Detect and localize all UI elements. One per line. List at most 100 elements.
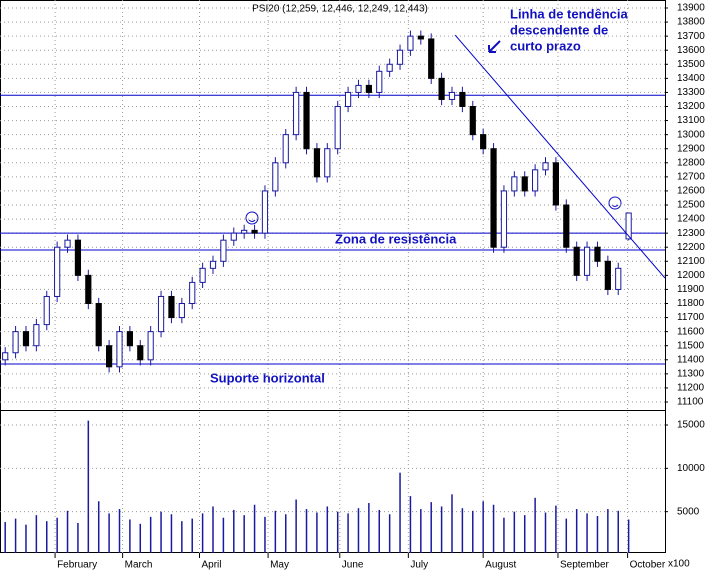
arrow: [488, 40, 501, 53]
y-tick-label: 12400: [677, 214, 705, 225]
x-tick-label: October: [630, 560, 666, 570]
candle-body: [469, 106, 476, 136]
candle-body: [407, 35, 414, 51]
annotation: Linha de tendência: [510, 6, 629, 21]
candle-body: [85, 274, 92, 305]
y-tick-label: 11600: [677, 326, 705, 337]
candle-body: [396, 49, 404, 65]
candle-body: [615, 267, 622, 290]
candle-body: [22, 331, 30, 347]
candle-body: [417, 35, 424, 40]
x-tick-label: February: [57, 560, 97, 570]
x-tick-label: March: [125, 560, 153, 570]
candle-body: [2, 352, 9, 361]
y-tick-label: 12700: [677, 171, 705, 182]
candle-body: [313, 148, 321, 178]
volume-tick-label: 10000: [677, 463, 705, 474]
candle-body: [625, 212, 632, 240]
y-tick-label: 12100: [677, 256, 705, 267]
candle-body: [563, 204, 570, 248]
y-tick-label: 11900: [677, 284, 705, 295]
x-tick-label: June: [342, 560, 364, 570]
candle-body: [64, 239, 71, 248]
annotation: Zona de resistência: [335, 231, 457, 246]
candle-body: [438, 77, 445, 100]
candle-body: [334, 106, 341, 150]
candle-body: [552, 162, 559, 206]
candle-body: [106, 345, 113, 368]
candle-body: [604, 260, 611, 290]
annotation: curto prazo: [510, 38, 581, 53]
candle-body: [178, 303, 185, 319]
candle-body: [220, 239, 227, 262]
y-tick-label: 13900: [677, 3, 705, 14]
candle-body: [521, 176, 528, 192]
smiley: [245, 196, 622, 225]
candle-body: [137, 345, 144, 361]
candle-body: [43, 295, 50, 326]
candle-body: [95, 303, 102, 347]
y-tick-label: 13200: [677, 101, 705, 112]
y-tick-label: 13700: [677, 31, 705, 42]
candle-body: [168, 295, 175, 319]
y-tick-label: 11200: [677, 383, 705, 394]
candle-body: [511, 176, 518, 192]
candle-body: [303, 91, 310, 150]
candle-body: [459, 91, 466, 108]
y-tick-label: 11400: [677, 354, 705, 365]
x-tick-label: August: [485, 560, 516, 570]
candle-body: [293, 91, 300, 136]
y-tick-label: 13500: [677, 59, 705, 70]
annotation: Suporte horizontal: [210, 370, 325, 385]
chart-title: PSI20 (12,259, 12,446, 12,249, 12,443): [252, 4, 428, 15]
candle-body: [12, 331, 19, 354]
candle-body: [147, 331, 154, 361]
y-tick-label: 12300: [677, 228, 705, 239]
y-tick-label: 13400: [677, 73, 705, 84]
y-tick-label: 13000: [677, 129, 705, 140]
volume-unit: x100: [668, 559, 690, 570]
candle-body: [386, 63, 393, 72]
x-tick-label: April: [202, 560, 222, 570]
candle-body: [324, 148, 331, 178]
trend-line: [454, 34, 666, 279]
x-tick-label: July: [410, 560, 428, 570]
y-tick-label: 11800: [677, 298, 705, 309]
candle-body: [594, 246, 601, 262]
volume-tick-label: 15000: [677, 420, 705, 431]
volume-frame: [0, 410, 666, 553]
candle-body: [365, 84, 372, 93]
candle-body: [241, 229, 248, 234]
candle-body: [500, 190, 508, 248]
candle-body: [448, 91, 456, 100]
candle-body: [344, 91, 352, 108]
candle-body: [428, 38, 435, 79]
candle-body: [251, 229, 258, 234]
candle-body: [573, 246, 580, 276]
candle-body: [376, 70, 383, 93]
y-tick-label: 11500: [677, 340, 705, 351]
candle-body: [74, 239, 82, 276]
candle-body: [230, 232, 237, 241]
y-tick-label: 13300: [677, 87, 705, 98]
y-tick-label: 13100: [677, 115, 705, 126]
candle-body: [261, 190, 269, 234]
volume-tick-label: 5000: [677, 506, 700, 517]
candle-body: [189, 281, 196, 304]
y-tick-label: 11100: [677, 397, 704, 408]
y-tick-label: 11700: [677, 312, 705, 323]
x-tick-label: September: [560, 560, 610, 570]
candle-body: [583, 246, 591, 276]
candle-body: [272, 162, 279, 192]
y-tick-label: 12800: [677, 157, 705, 168]
y-tick-label: 12500: [677, 200, 705, 211]
candle-body: [355, 84, 362, 93]
x-tick-label: May: [270, 560, 289, 570]
candle-body: [282, 134, 289, 164]
y-tick-label: 11300: [677, 368, 705, 379]
candle-body: [116, 331, 123, 368]
y-tick-label: 13800: [677, 17, 705, 28]
y-tick-label: 13600: [677, 45, 705, 56]
candle-body: [54, 246, 61, 297]
